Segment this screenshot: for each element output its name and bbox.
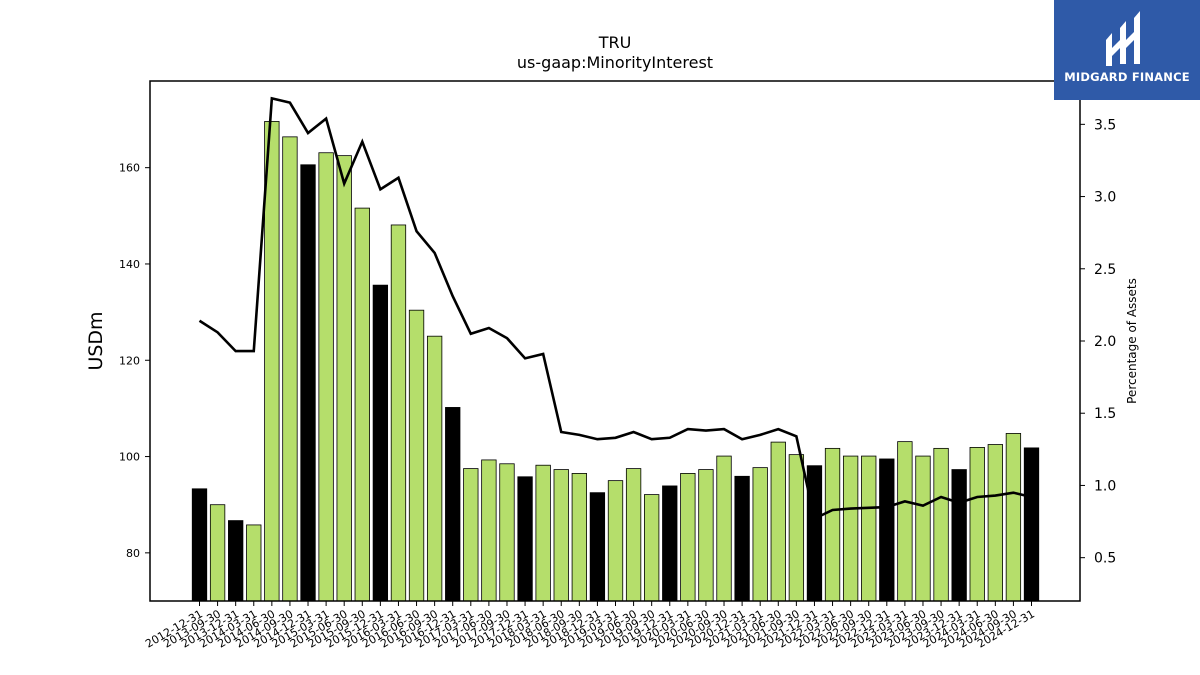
y2-tick-label-3.0: 3.0: [1094, 190, 1116, 206]
bar-2023-09-30: [933, 447, 949, 602]
bar-2014-03-31: [246, 524, 262, 602]
bar-2019-06-30: [625, 468, 642, 602]
bar-2016-12-31: [445, 407, 461, 602]
bar-2016-03-31: [390, 224, 407, 602]
bar-2012-12-31: [191, 488, 208, 602]
bar-2024-12-31: [1023, 447, 1040, 602]
bar-group: [191, 121, 1040, 602]
bar-2021-12-31: [806, 465, 823, 602]
bar-2024-09-30: [1005, 433, 1022, 602]
brand-logo: MIDGARD FINANCE: [1054, 0, 1200, 100]
bar-2021-03-31: [752, 467, 768, 602]
y2-tick-label-2.0: 2.0: [1094, 334, 1116, 350]
y2-tick-label-3.5: 3.5: [1094, 117, 1116, 133]
percentage-line-group: [198, 96, 1032, 521]
y-axis-label: USDm: [85, 311, 107, 370]
bar-2020-03-31: [680, 473, 696, 602]
bar-2016-09-30: [426, 335, 443, 602]
chart-subtitle: us-gaap:MinorityInterest: [517, 53, 713, 72]
bar-2020-09-30: [716, 455, 732, 602]
bar-2019-03-31: [607, 480, 624, 602]
bar-2017-03-31: [463, 468, 479, 602]
bar-2020-12-31: [734, 475, 750, 602]
bar-2021-06-30: [770, 441, 786, 602]
bar-2015-06-30: [336, 155, 352, 602]
bar-2022-12-31: [879, 458, 895, 602]
brand-name: MIDGARD FINANCE: [1064, 70, 1190, 84]
bar-2013-09-30: [209, 504, 226, 602]
bar-2019-09-30: [644, 494, 660, 602]
bar-2014-12-31: [300, 164, 316, 602]
bar-2018-06-30: [553, 469, 569, 602]
bar-2024-06-30: [987, 444, 1003, 602]
bar-2023-12-31: [951, 469, 967, 602]
bar-2014-06-30: [264, 121, 280, 602]
y-tick-label-80: 80: [126, 547, 140, 560]
bar-2023-03-31: [897, 441, 913, 602]
bar-2018-12-31: [589, 492, 606, 602]
bar-2014-09-30: [282, 136, 298, 602]
y-tick-label-120: 120: [119, 354, 140, 367]
y2-tick-label-1.5: 1.5: [1094, 406, 1116, 422]
bar-2021-09-30: [788, 454, 805, 602]
axes-group: 801001201401600.51.01.52.02.53.03.52012-…: [119, 80, 1116, 651]
percentage-of-assets-line: [198, 96, 1032, 521]
bar-2015-09-30: [354, 207, 370, 602]
bar-2022-09-30: [861, 455, 877, 602]
y2-tick-label-2.5: 2.5: [1094, 262, 1116, 278]
bar-2019-12-31: [662, 485, 678, 602]
bar-2018-03-31: [535, 464, 551, 602]
bar-2023-06-30: [915, 455, 931, 602]
bar-2015-12-31: [372, 284, 389, 602]
bar-2017-09-30: [499, 463, 515, 602]
bar-2024-03-31: [969, 447, 985, 602]
bar-2013-12-31: [228, 520, 244, 602]
y-tick-label-100: 100: [119, 451, 140, 464]
y-tick-label-160: 160: [119, 162, 140, 175]
bar-2022-06-30: [842, 455, 859, 602]
bar-2022-03-31: [824, 447, 841, 602]
y2-tick-label-1.0: 1.0: [1094, 478, 1116, 494]
bar-2017-06-30: [481, 459, 497, 602]
bar-2017-12-31: [517, 476, 533, 602]
bar-2018-09-30: [571, 473, 587, 602]
y2-tick-label-0.5: 0.5: [1094, 551, 1116, 567]
bar-2015-03-31: [318, 152, 334, 602]
bar-2020-06-30: [698, 469, 714, 602]
y-tick-label-140: 140: [119, 258, 140, 271]
bar-2016-06-30: [408, 309, 425, 602]
chart-title: TRU: [598, 33, 632, 52]
brand-logo-icon: [1106, 11, 1140, 66]
y2-axis-label: Percentage of Assets: [1125, 278, 1139, 404]
